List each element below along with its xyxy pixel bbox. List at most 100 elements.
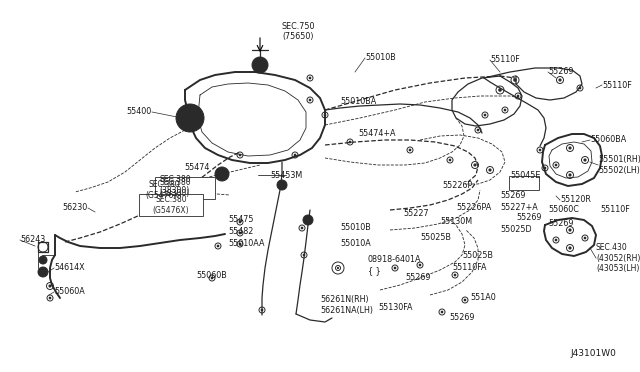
- Text: 55060B: 55060B: [196, 270, 227, 279]
- Circle shape: [258, 63, 262, 67]
- Circle shape: [49, 285, 52, 288]
- FancyBboxPatch shape: [155, 177, 215, 199]
- Circle shape: [349, 141, 351, 143]
- Text: 55269: 55269: [449, 314, 475, 323]
- Circle shape: [215, 167, 229, 181]
- Text: 55060C: 55060C: [548, 205, 579, 215]
- Circle shape: [543, 167, 547, 169]
- Circle shape: [176, 104, 204, 132]
- Text: 55226PA: 55226PA: [456, 203, 492, 212]
- Text: 55010BA: 55010BA: [340, 97, 376, 106]
- Circle shape: [449, 158, 451, 161]
- Circle shape: [294, 154, 296, 156]
- Circle shape: [584, 158, 587, 161]
- Circle shape: [308, 99, 311, 101]
- Circle shape: [303, 215, 313, 225]
- Text: SEC.380
(G5476X): SEC.380 (G5476X): [153, 195, 189, 215]
- Circle shape: [516, 94, 519, 97]
- Text: 55269: 55269: [548, 219, 573, 228]
- Circle shape: [337, 267, 339, 269]
- Text: 55130FA: 55130FA: [378, 304, 413, 312]
- Text: 54614X: 54614X: [54, 263, 84, 273]
- Text: 55110FA: 55110FA: [452, 263, 486, 273]
- Text: 55110F: 55110F: [600, 205, 630, 215]
- Text: SEC.380
(G5476X): SEC.380 (G5476X): [146, 180, 182, 200]
- Text: SEC.750
(75650): SEC.750 (75650): [281, 22, 315, 41]
- Text: 55269: 55269: [548, 67, 573, 77]
- Text: 55060BA: 55060BA: [590, 135, 627, 144]
- Circle shape: [539, 149, 541, 151]
- Circle shape: [324, 114, 326, 116]
- Text: 56243: 56243: [20, 235, 45, 244]
- Circle shape: [409, 149, 412, 151]
- Circle shape: [239, 232, 241, 234]
- Circle shape: [221, 173, 223, 175]
- Text: 55045E: 55045E: [510, 170, 540, 180]
- Circle shape: [454, 274, 456, 276]
- Text: 55501(RH)
55502(LH): 55501(RH) 55502(LH): [598, 155, 640, 175]
- Circle shape: [568, 246, 572, 250]
- Text: 08918-6401A
{ }: 08918-6401A { }: [368, 255, 422, 275]
- Text: 55010B: 55010B: [340, 224, 371, 232]
- Text: 55130M: 55130M: [440, 218, 472, 227]
- Text: SEC.380
(38300): SEC.380 (38300): [159, 175, 191, 195]
- Text: 55110F: 55110F: [602, 80, 632, 90]
- Circle shape: [513, 78, 517, 82]
- Text: 55474+A: 55474+A: [358, 128, 396, 138]
- Circle shape: [477, 129, 479, 131]
- Circle shape: [504, 109, 506, 111]
- Text: 55453M: 55453M: [270, 170, 302, 180]
- Text: 55226P: 55226P: [442, 180, 472, 189]
- Circle shape: [188, 116, 192, 120]
- Text: 55010AA: 55010AA: [228, 240, 264, 248]
- Circle shape: [252, 57, 268, 73]
- Circle shape: [217, 245, 220, 247]
- FancyBboxPatch shape: [139, 194, 203, 216]
- Circle shape: [239, 221, 241, 223]
- Text: 55227+A: 55227+A: [500, 203, 538, 212]
- Text: 55269: 55269: [516, 214, 541, 222]
- Circle shape: [301, 227, 303, 230]
- Text: 55010B: 55010B: [365, 54, 396, 62]
- Text: 55025B: 55025B: [462, 250, 493, 260]
- Text: 55400: 55400: [127, 108, 152, 116]
- Text: 55060A: 55060A: [54, 288, 84, 296]
- Circle shape: [579, 87, 581, 89]
- Text: 55482: 55482: [228, 228, 253, 237]
- Text: 56261N(RH)
56261NA(LH): 56261N(RH) 56261NA(LH): [320, 295, 373, 315]
- Circle shape: [474, 163, 477, 167]
- Circle shape: [277, 180, 287, 190]
- Circle shape: [260, 309, 263, 311]
- Circle shape: [419, 264, 421, 266]
- Text: 56230: 56230: [63, 203, 88, 212]
- Circle shape: [463, 299, 467, 301]
- Circle shape: [484, 114, 486, 116]
- Text: 551A0: 551A0: [470, 294, 496, 302]
- Circle shape: [303, 254, 305, 256]
- Circle shape: [584, 237, 586, 239]
- Circle shape: [239, 243, 241, 246]
- Circle shape: [555, 164, 557, 166]
- Circle shape: [39, 256, 47, 264]
- Text: 55269: 55269: [500, 192, 525, 201]
- Text: 55269: 55269: [405, 273, 431, 282]
- Circle shape: [498, 88, 502, 92]
- Text: 55475: 55475: [228, 215, 253, 224]
- Circle shape: [568, 228, 572, 232]
- Circle shape: [38, 267, 48, 277]
- Circle shape: [308, 77, 311, 79]
- Text: 55025B: 55025B: [420, 234, 451, 243]
- Text: 55227: 55227: [403, 209, 429, 218]
- Circle shape: [488, 169, 492, 171]
- Circle shape: [239, 154, 241, 156]
- Circle shape: [441, 311, 444, 313]
- Circle shape: [568, 173, 572, 177]
- Text: 55010A: 55010A: [340, 238, 371, 247]
- Circle shape: [394, 267, 396, 269]
- Text: SEC.380
(38300): SEC.380 (38300): [159, 178, 191, 198]
- Text: 55110F: 55110F: [490, 55, 520, 64]
- Circle shape: [211, 277, 213, 279]
- Circle shape: [49, 296, 51, 299]
- Text: 55120R: 55120R: [560, 196, 591, 205]
- Text: SEC.430
(43052(RH)
(43053(LH): SEC.430 (43052(RH) (43053(LH): [596, 243, 640, 273]
